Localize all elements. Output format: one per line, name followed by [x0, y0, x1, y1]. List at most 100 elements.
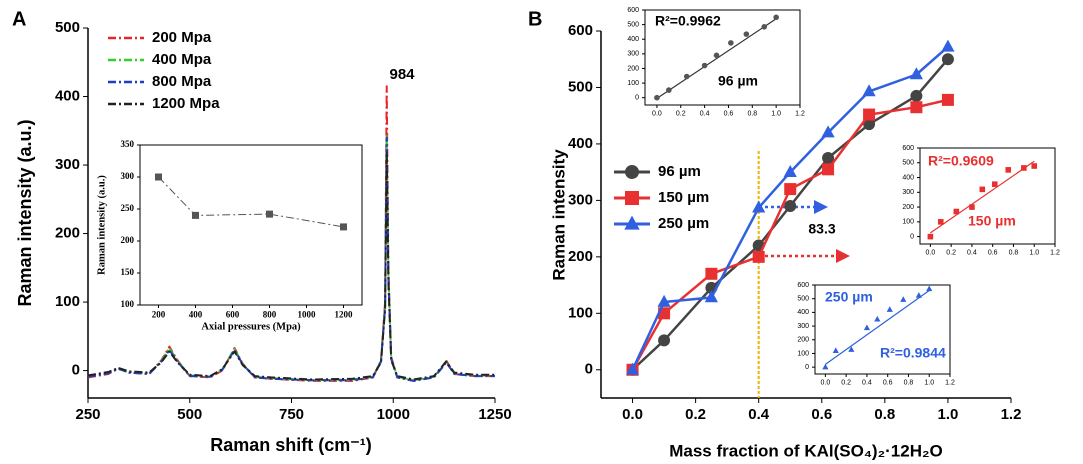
marker [910, 89, 923, 102]
y-tick-label: 400 [902, 174, 914, 181]
y-tick-label: 500 [627, 21, 639, 28]
y-tick-label: 300 [568, 191, 593, 208]
x-tick-label: 1.0 [937, 406, 958, 423]
marker [915, 292, 922, 298]
marker [863, 108, 876, 121]
y-tick-label: 300 [797, 323, 809, 330]
x-tick-label: 800 [263, 309, 277, 319]
marker [863, 118, 876, 131]
y-tick-label: 100 [55, 293, 80, 310]
marker [658, 334, 671, 347]
marker [822, 152, 835, 165]
arrows [759, 200, 850, 263]
y-tick-label: 400 [55, 87, 80, 104]
annotation: 96 µm [718, 73, 758, 89]
marker [266, 210, 273, 218]
y-tick-label: 600 [797, 282, 809, 289]
plot-frame [919, 147, 1056, 245]
x-tick-label: 0.0 [926, 249, 936, 256]
marker [822, 163, 835, 176]
marker [683, 73, 690, 80]
y-axis-label: Raman intensity (a.u.) [96, 175, 107, 275]
x-tick-label: 1000 [377, 406, 410, 423]
y-axis-label: Raman intensity (a.u.) [15, 119, 35, 306]
x-tick-label: 1.2 [945, 379, 955, 386]
chart: 0.0 0.2 0.4 0.6 0.8 1.0 1.2 0 100 200 300 400 500 600… [549, 22, 1021, 461]
x-tick-label: 0.8 [904, 379, 914, 386]
marker [822, 363, 829, 370]
x-tick-label: 0.2 [685, 406, 706, 423]
marker [752, 200, 766, 213]
y-tick-label: 200 [121, 235, 135, 245]
marker [909, 67, 923, 80]
chart: 250 500 750 1000 1250 0 100 200 300 400 500 Raman s… [15, 19, 512, 455]
y-tick-label: 200 [568, 248, 593, 265]
y-tick-label: 100 [121, 299, 135, 309]
legend-label: 96 µm [658, 163, 701, 180]
chart: 0.0 0.2 0.4 0.6 0.8 1.0 1.2 0 100 200 300 400 500 600… [627, 7, 805, 118]
y-tick-label: 0 [72, 362, 80, 379]
series-line [158, 176, 344, 228]
x-tick-label: 0.2 [676, 110, 686, 117]
legend-label: 1200 Mpa [152, 95, 220, 112]
y-tick-label: 0 [910, 233, 914, 240]
marker [910, 101, 923, 114]
fit-line [930, 160, 1035, 234]
marker [874, 315, 881, 322]
annotation: 250 µm [825, 289, 873, 305]
y-tick-label: 600 [568, 22, 593, 39]
x-tick-label: 1200 [335, 309, 354, 319]
marker [654, 94, 660, 101]
y-tick-label: 150 [121, 267, 135, 277]
marker [886, 306, 893, 312]
marker [969, 204, 975, 210]
panel-label: A [12, 8, 26, 30]
x-tick-label: 0.2 [841, 379, 851, 386]
y-tick-label: 400 [797, 309, 809, 316]
y-tick-label: 200 [902, 204, 914, 211]
x-tick-label: 0.8 [747, 110, 757, 117]
marker [941, 93, 954, 106]
y-tick-label: 300 [55, 156, 80, 173]
y-tick-label: 300 [627, 51, 639, 58]
x-tick-label: 0.4 [700, 110, 710, 117]
marker [657, 294, 671, 307]
annotation: R²=0.9609 [928, 153, 994, 169]
x-tick-label: 1.0 [1029, 249, 1039, 256]
marker [666, 87, 672, 93]
marker [848, 346, 855, 352]
x-tick-label: 0.4 [967, 249, 977, 256]
x-tick-label: 1000 [298, 309, 317, 319]
x-axis-label: Raman shift (cm⁻¹) [210, 435, 372, 455]
x-tick-label: 0.2 [946, 249, 956, 256]
marker [743, 31, 750, 37]
panel-label: B [528, 8, 542, 30]
marker [926, 285, 933, 292]
y-tick-label: 0 [805, 364, 809, 371]
marker [625, 362, 640, 375]
y-tick-label: 250 [121, 203, 135, 213]
marker [752, 250, 765, 263]
marker [941, 53, 954, 66]
marker [863, 324, 871, 331]
marker [862, 84, 876, 97]
marker [728, 40, 734, 46]
marker [927, 233, 934, 240]
y-tick-label: 0 [585, 361, 593, 378]
marker [773, 14, 779, 21]
y-axis-label: Raman intensity [549, 149, 568, 281]
marker [937, 219, 944, 225]
x-tick-label: 0.0 [652, 110, 662, 117]
x-tick-label: 0.6 [883, 379, 893, 386]
y-tick-label: 500 [797, 296, 809, 303]
x-tick-label: 0.8 [1009, 249, 1019, 256]
marker [701, 62, 708, 69]
legend-label: 150 µm [658, 189, 709, 206]
x-tick-label: 0.8 [874, 406, 895, 423]
x-tick-label: 0.0 [821, 379, 831, 386]
chart: 200 400 600 800 1000 1200 100 150 200 250 300 350 Ax… [96, 139, 363, 332]
x-tick-label: 0.6 [811, 406, 832, 423]
x-tick-label: 500 [177, 406, 202, 423]
marker [900, 296, 907, 302]
